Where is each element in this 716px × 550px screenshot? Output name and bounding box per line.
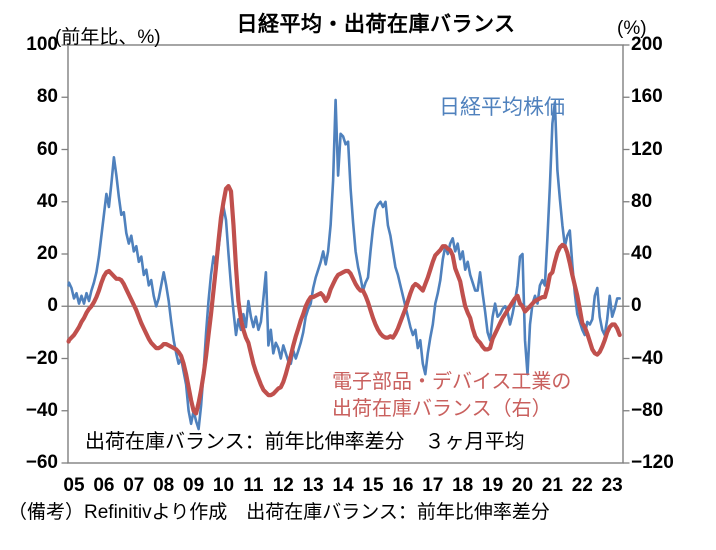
left-axis-tick-label: 60 xyxy=(36,138,58,160)
left-axis-tick-label: 40 xyxy=(36,190,58,212)
right-axis-tick-label: 160 xyxy=(631,86,663,108)
series-layer xyxy=(66,98,622,431)
left-axis-tick-label: −40 xyxy=(25,399,58,421)
x-axis-tick-label: 15 xyxy=(362,475,384,496)
nikkei-line xyxy=(67,98,622,431)
x-axis-tick-label: 05 xyxy=(63,475,85,496)
shipment-inventory-balance-line xyxy=(66,184,622,416)
x-axis-tick-label: 22 xyxy=(571,475,593,496)
left-axis-tick-label: 100 xyxy=(26,34,58,55)
x-axis-tick-label: 14 xyxy=(332,475,354,496)
x-axis-tick-label: 13 xyxy=(302,475,324,496)
x-axis-tick-label: 23 xyxy=(601,475,623,496)
x-axis-tick-label: 07 xyxy=(123,475,145,496)
right-axis-tick-label: 200 xyxy=(631,34,663,55)
x-axis-tick-label: 16 xyxy=(392,475,414,496)
legend-nikkei-label: 日経平均株価 xyxy=(439,96,565,119)
left-axis-tick-label: 20 xyxy=(36,243,58,264)
right-axis-tick-label: −120 xyxy=(631,452,674,473)
x-axis-tick-label: 19 xyxy=(482,475,504,496)
source-caption: （備考）Refinitivより作成 出荷在庫バランス：前年比伸率差分 xyxy=(8,502,550,523)
x-axis-tick-label: 09 xyxy=(183,475,205,496)
left-axis-unit-label: (前年比、%) xyxy=(55,27,161,48)
left-axis-tick-label: 0 xyxy=(47,295,58,317)
x-axis-tick-label: 18 xyxy=(452,475,474,496)
x-axis-tick-label: 20 xyxy=(511,475,534,496)
x-axis-tick-label: 11 xyxy=(243,475,264,496)
chart-title: 日経平均・出荷在庫バランス xyxy=(236,13,516,36)
right-axis-tick-label: 0 xyxy=(631,295,642,317)
right-axis-tick-label: 80 xyxy=(631,190,653,212)
right-axis-tick-label: −40 xyxy=(631,347,664,369)
x-axis-tick-label: 12 xyxy=(272,475,294,496)
legend-balance-line1: 電子部品・デバイス工業の xyxy=(332,371,572,393)
legend-balance-line2: 出荷在庫バランス（右） xyxy=(332,398,552,420)
x-axis-tick-label: 21 xyxy=(541,475,563,496)
left-axis-tick-label: −20 xyxy=(25,347,58,369)
right-axis-tick-label: 120 xyxy=(631,138,663,160)
right-axis-tick-label: 40 xyxy=(631,243,653,264)
left-axis-tick-label: −60 xyxy=(25,452,58,473)
right-axis-unit-label: (%) xyxy=(617,18,647,39)
x-axis-tick-label: 10 xyxy=(212,475,235,496)
x-axis-tick-label: 08 xyxy=(153,475,175,496)
right-axis-tick-label: −80 xyxy=(631,399,664,421)
x-axis-tick-label: 06 xyxy=(93,475,115,496)
x-axis-tick-label: 17 xyxy=(422,475,444,496)
left-axis-tick-label: 80 xyxy=(36,86,58,108)
annotation-text: 出荷在庫バランス：前年比伸率差分 ３ヶ月平均 xyxy=(85,431,525,453)
legend-balance-label: 電子部品・デバイス工業の 出荷在庫バランス（右） xyxy=(332,369,571,423)
